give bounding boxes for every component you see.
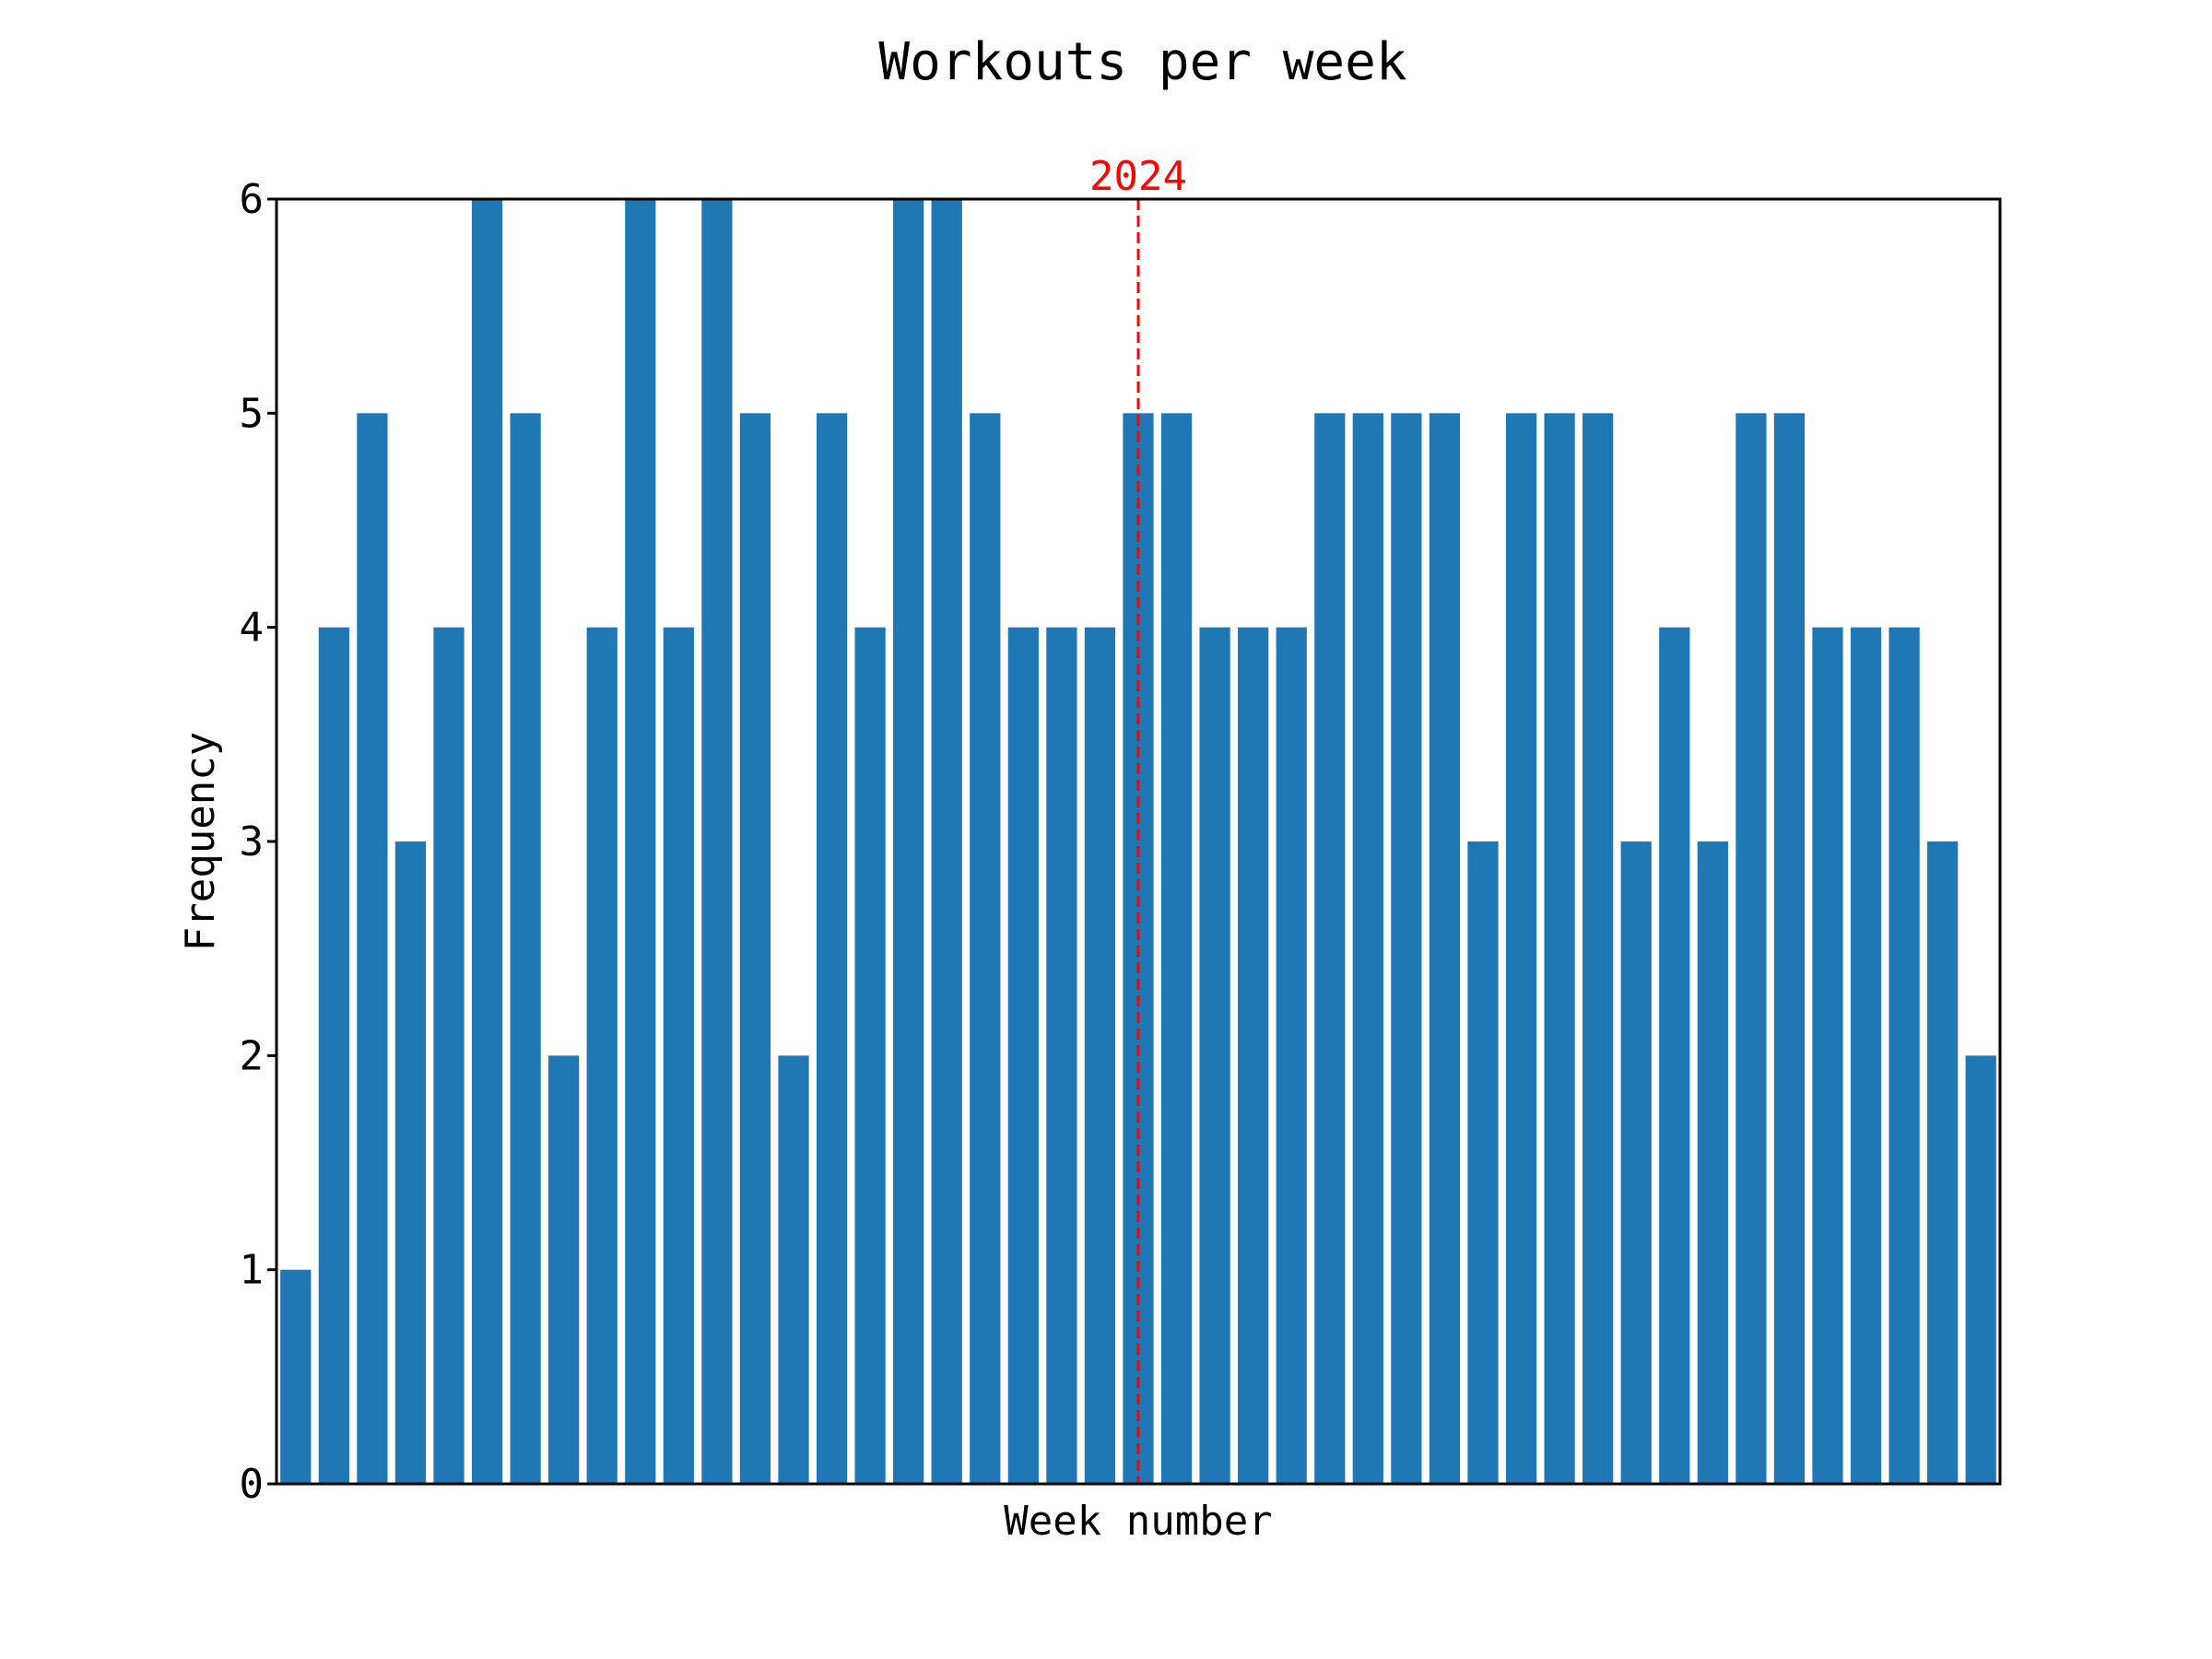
bar-week-22 [1084,627,1116,1484]
annotation-label-2024: 2024 [1089,153,1187,200]
bar-week-41 [1812,627,1843,1484]
bar-week-4 [394,841,427,1484]
bar-week-38 [1697,841,1728,1484]
bar-week-34 [1544,413,1575,1485]
bar-week-11 [663,627,694,1484]
bar-week-15 [816,413,848,1485]
bar-week-44 [1927,841,1959,1484]
y-tick-label-2: 2 [240,1032,265,1079]
y-tick-label-1: 1 [240,1247,265,1294]
bar-week-13 [739,413,771,1485]
bar-week-16 [854,627,886,1484]
bar-week-19 [970,413,1001,1485]
annotation-layer: 2024 [1089,153,1187,1484]
bar-week-39 [1735,413,1767,1485]
bar-week-29 [1352,413,1383,1485]
bars-layer [280,199,1996,1485]
y-tick-label-4: 4 [240,605,265,652]
bar-week-6 [471,199,503,1484]
bar-week-7 [510,413,541,1485]
bar-week-26 [1238,627,1269,1484]
bar-week-37 [1659,627,1690,1484]
bar-week-9 [586,627,618,1484]
y-tick-label-5: 5 [240,390,265,437]
bar-week-27 [1276,627,1307,1484]
bar-week-10 [625,199,656,1484]
bar-week-12 [701,199,733,1484]
y-tick-label-0: 0 [240,1461,265,1508]
y-axis: 0 1 2 3 4 5 6 [240,176,276,1508]
bar-week-40 [1773,413,1806,1485]
bar-week-20 [1007,627,1039,1484]
bar-week-32 [1467,841,1499,1484]
bar-week-28 [1314,413,1346,1485]
bar-week-17 [893,199,924,1484]
bar-week-1 [280,1269,312,1484]
bar-week-42 [1850,627,1882,1484]
bar-week-43 [1888,627,1920,1484]
bar-week-18 [931,199,962,1484]
bar-week-36 [1620,841,1652,1484]
bar-week-3 [357,413,388,1485]
y-tick-label-3: 3 [240,818,265,865]
bar-week-2 [318,627,349,1484]
bar-week-45 [1965,1055,1996,1484]
bar-week-8 [548,1055,580,1484]
bar-week-5 [433,627,465,1484]
bar-week-14 [778,1055,809,1484]
y-axis-label: Frequency [177,732,224,951]
chart-title: Workouts per week [878,32,1406,92]
bar-week-21 [1046,627,1077,1484]
y-tick-label-6: 6 [240,176,265,223]
x-axis-label: Week number [1004,1498,1272,1545]
bar-week-33 [1505,413,1537,1485]
bar-week-30 [1391,413,1422,1485]
bar-week-24 [1160,413,1193,1485]
bar-week-25 [1199,627,1230,1484]
bar-week-35 [1583,413,1614,1485]
bar-week-31 [1429,413,1461,1485]
